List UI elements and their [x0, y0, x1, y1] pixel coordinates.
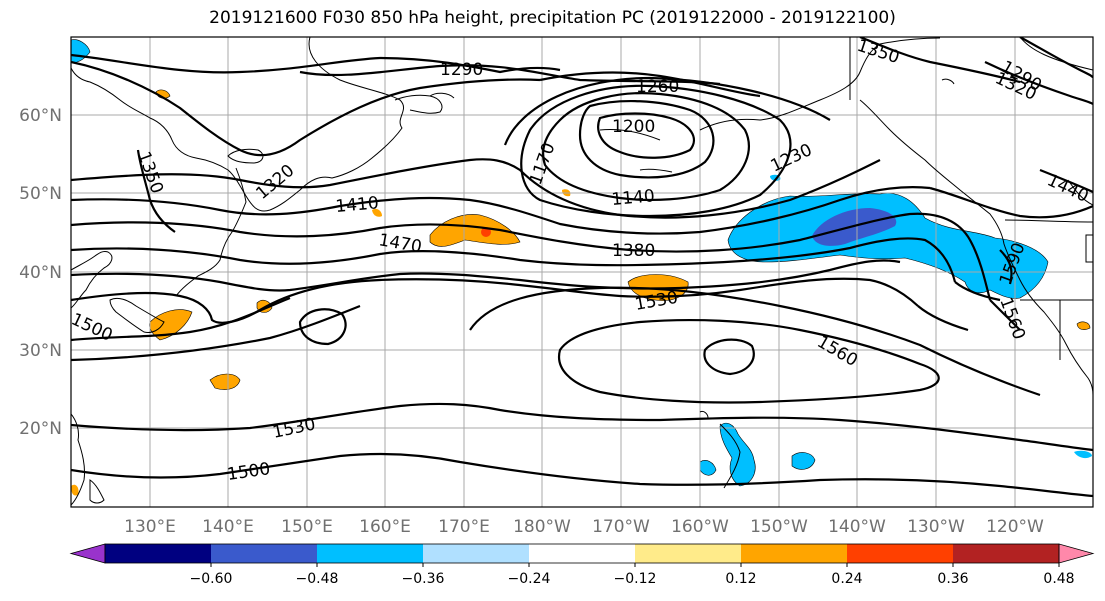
lon-label: 130°E	[124, 517, 176, 537]
contour-label: 1380	[612, 241, 655, 261]
colorbar-arrow-high	[1058, 543, 1095, 564]
lon-label: 140°E	[202, 517, 254, 537]
lon-label: 130°W	[907, 517, 965, 537]
lon-label: 170°W	[592, 517, 650, 537]
colorbar: −0.60 −0.48 −0.36 −0.24 −0.12 0.12 0.24 0.36 0.4…	[69, 543, 1095, 587]
colorbar-tick-label: 0.12	[725, 571, 756, 587]
lon-label: 140°W	[828, 517, 886, 537]
contour-label: 1140	[611, 186, 656, 210]
colorbar-swatch	[741, 544, 848, 563]
colorbar-swatch	[529, 544, 636, 563]
colorbar-tick-label: −0.12	[614, 571, 657, 587]
colorbar-swatch	[847, 544, 954, 563]
lon-label: 150°W	[750, 517, 808, 537]
contour-label: 1290	[440, 60, 483, 80]
lat-label: 40°N	[19, 263, 62, 283]
colorbar-tick-label: 0.24	[831, 571, 862, 587]
lat-label: 60°N	[19, 106, 62, 126]
colorbar-tick-label: 0.48	[1043, 571, 1074, 587]
lon-label: 150°E	[281, 517, 333, 537]
lat-label: 20°N	[19, 419, 62, 439]
lon-label: 120°W	[986, 517, 1044, 537]
colorbar-tick-label: −0.48	[296, 571, 339, 587]
contour-label: 1260	[636, 77, 679, 97]
colorbar-arrow-low	[69, 543, 106, 564]
colorbar-tick-label: −0.36	[402, 571, 445, 587]
height-contours	[71, 37, 1093, 498]
lon-label: 180°W	[513, 517, 571, 537]
colorbar-swatch	[423, 544, 530, 563]
colorbar-swatch	[317, 544, 424, 563]
lon-label: 170°E	[438, 517, 490, 537]
colorbar-swatch	[953, 544, 1060, 563]
contour-label: 1200	[612, 117, 655, 137]
colorbar-swatch	[105, 544, 212, 563]
coastlines	[71, 37, 1093, 506]
colorbar-tick-label: −0.60	[190, 571, 233, 587]
latitude-labels: 60°N 50°N 40°N 30°N 20°N	[19, 106, 62, 439]
longitude-labels: 130°E 140°E 150°E 160°E 170°E 180°W 170°…	[124, 517, 1044, 537]
lon-label: 160°W	[671, 517, 729, 537]
lat-label: 30°N	[19, 341, 62, 361]
colorbar-swatch	[635, 544, 742, 563]
colorbar-swatch	[211, 544, 318, 563]
contour-label: 1410	[335, 193, 380, 217]
colorbar-tick-label: −0.24	[508, 571, 551, 587]
map-title: 2019121600 F030 850 hPa height, precipit…	[209, 8, 896, 28]
lat-label: 50°N	[19, 184, 62, 204]
colorbar-tick-label: 0.36	[937, 571, 968, 587]
lon-label: 160°E	[359, 517, 411, 537]
